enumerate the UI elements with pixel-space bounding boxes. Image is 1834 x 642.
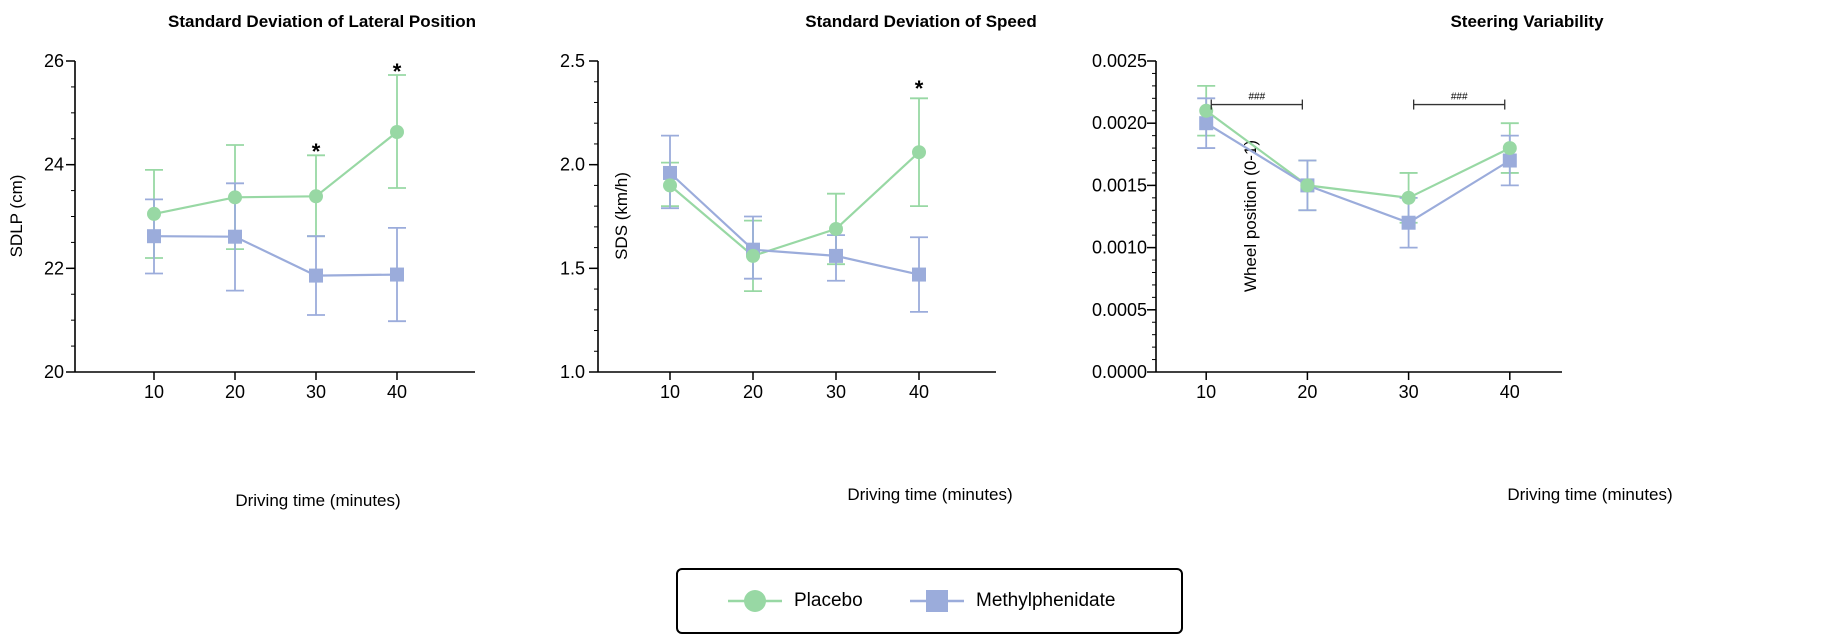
x-tick-label: 30 [1399, 382, 1419, 402]
data-point-placebo [829, 221, 843, 236]
x-tick-label: 30 [306, 382, 326, 402]
data-point-placebo [228, 190, 242, 205]
data-point-methylphenidate [663, 165, 677, 180]
series-line-placebo [669, 151, 920, 258]
y-tick-label: 0.0010 [1092, 238, 1147, 258]
data-point-placebo [746, 248, 760, 263]
significance-marker: * [393, 59, 402, 84]
series-line-methylphenidate [669, 172, 920, 276]
y-tick-label: 26 [44, 51, 64, 71]
y-tick-label: 0.0025 [1092, 51, 1147, 71]
chart-panel-steering: Steering Variability Wheel position (0-1… [1092, 12, 1673, 504]
significance-marker: * [915, 76, 924, 101]
y-tick-label: 0.0015 [1092, 175, 1147, 195]
legend-item-methylphenidate: Methylphenidate [910, 570, 1115, 632]
chart-title: Standard Deviation of Lateral Position [168, 12, 476, 31]
legend-placebo-marker [728, 590, 782, 612]
legend-item-placebo: Placebo [728, 570, 863, 632]
series-line-placebo [1205, 109, 1511, 199]
x-tick-label: 10 [144, 382, 164, 402]
bracket-label: ### [1248, 92, 1265, 103]
y-tick-label: 0.0005 [1092, 300, 1147, 320]
y-tick-label: 0.0020 [1092, 113, 1147, 133]
data-point-placebo [1401, 190, 1416, 205]
data-point-methylphenidate [309, 268, 323, 283]
data-point-methylphenidate [829, 248, 843, 263]
legend: Placebo Methylphenidate [676, 568, 1183, 634]
x-tick-label: 40 [1500, 382, 1520, 402]
data-point-methylphenidate [1502, 153, 1517, 168]
y-tick-label: 2.0 [560, 155, 585, 175]
data-point-placebo [1199, 103, 1214, 118]
chart-title: Standard Deviation of Speed [805, 12, 1036, 31]
data-point-placebo [1502, 141, 1517, 156]
x-axis-label: Driving time (minutes) [1507, 485, 1672, 504]
x-tick-label: 20 [1297, 382, 1317, 402]
data-point-methylphenidate [147, 229, 161, 244]
series-line-methylphenidate [153, 235, 398, 277]
data-point-placebo [912, 145, 926, 160]
y-tick-label: 1.5 [560, 258, 585, 278]
chart-panel-sdlp: Standard Deviation of Lateral Position S… [7, 12, 476, 510]
x-tick-label: 10 [1196, 382, 1216, 402]
data-point-placebo [309, 189, 323, 204]
chart-panel-sds: Standard Deviation of Speed SDS (km/h) D… [560, 12, 1037, 504]
x-tick-label: 10 [660, 382, 680, 402]
series-line-methylphenidate [1205, 122, 1511, 224]
data-point-placebo [1300, 178, 1315, 193]
data-point-methylphenidate [1401, 215, 1416, 230]
y-tick-label: 0.0000 [1092, 362, 1147, 382]
x-tick-label: 30 [826, 382, 846, 402]
x-tick-label: 40 [387, 382, 407, 402]
x-axis-label: Driving time (minutes) [235, 491, 400, 510]
data-point-placebo [147, 206, 161, 221]
y-tick-label: 24 [44, 155, 64, 175]
data-point-methylphenidate [228, 229, 242, 244]
y-tick-label: 20 [44, 362, 64, 382]
significance-marker: * [312, 139, 321, 164]
data-point-placebo [663, 178, 677, 193]
x-axis-label: Driving time (minutes) [847, 485, 1012, 504]
x-tick-label: 20 [225, 382, 245, 402]
legend-label-methylphenidate: Methylphenidate [976, 590, 1116, 611]
x-tick-label: 20 [743, 382, 763, 402]
data-point-methylphenidate [1199, 116, 1214, 131]
chart-title: Steering Variability [1450, 12, 1604, 31]
y-tick-label: 1.0 [560, 362, 585, 382]
y-axis-label: Wheel position (0-1) [1241, 140, 1260, 292]
y-tick-label: 22 [44, 258, 64, 278]
legend-label-placebo: Placebo [794, 590, 863, 611]
legend-methylphenidate-marker [910, 590, 964, 612]
bracket-label: ### [1451, 92, 1468, 103]
data-point-methylphenidate [912, 267, 926, 282]
y-axis-label: SDS (km/h) [612, 172, 631, 260]
data-point-placebo [390, 125, 404, 140]
series-line-placebo [153, 131, 398, 215]
y-tick-label: 2.5 [560, 51, 585, 71]
y-axis-label: SDLP (cm) [7, 175, 26, 258]
data-point-methylphenidate [390, 267, 404, 282]
x-tick-label: 40 [909, 382, 929, 402]
